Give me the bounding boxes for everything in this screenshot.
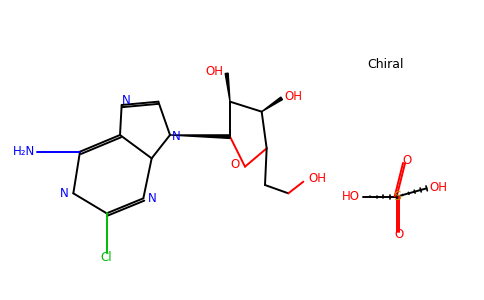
Text: N: N xyxy=(148,192,157,205)
Text: H₂N: H₂N xyxy=(13,145,35,158)
Text: N: N xyxy=(121,94,130,106)
Text: O: O xyxy=(402,154,411,167)
Text: OH: OH xyxy=(308,172,326,185)
Text: S: S xyxy=(393,190,401,203)
Text: N: N xyxy=(60,187,68,200)
Text: Cl: Cl xyxy=(101,251,112,264)
Polygon shape xyxy=(225,73,230,102)
Text: O: O xyxy=(231,158,240,171)
Polygon shape xyxy=(170,135,230,138)
Text: O: O xyxy=(394,228,403,241)
Polygon shape xyxy=(262,97,283,112)
Text: N: N xyxy=(172,130,181,143)
Text: OH: OH xyxy=(430,181,448,194)
Text: OH: OH xyxy=(285,90,302,103)
Text: HO: HO xyxy=(342,190,360,203)
Text: OH: OH xyxy=(206,65,224,78)
Text: Chiral: Chiral xyxy=(367,58,403,71)
